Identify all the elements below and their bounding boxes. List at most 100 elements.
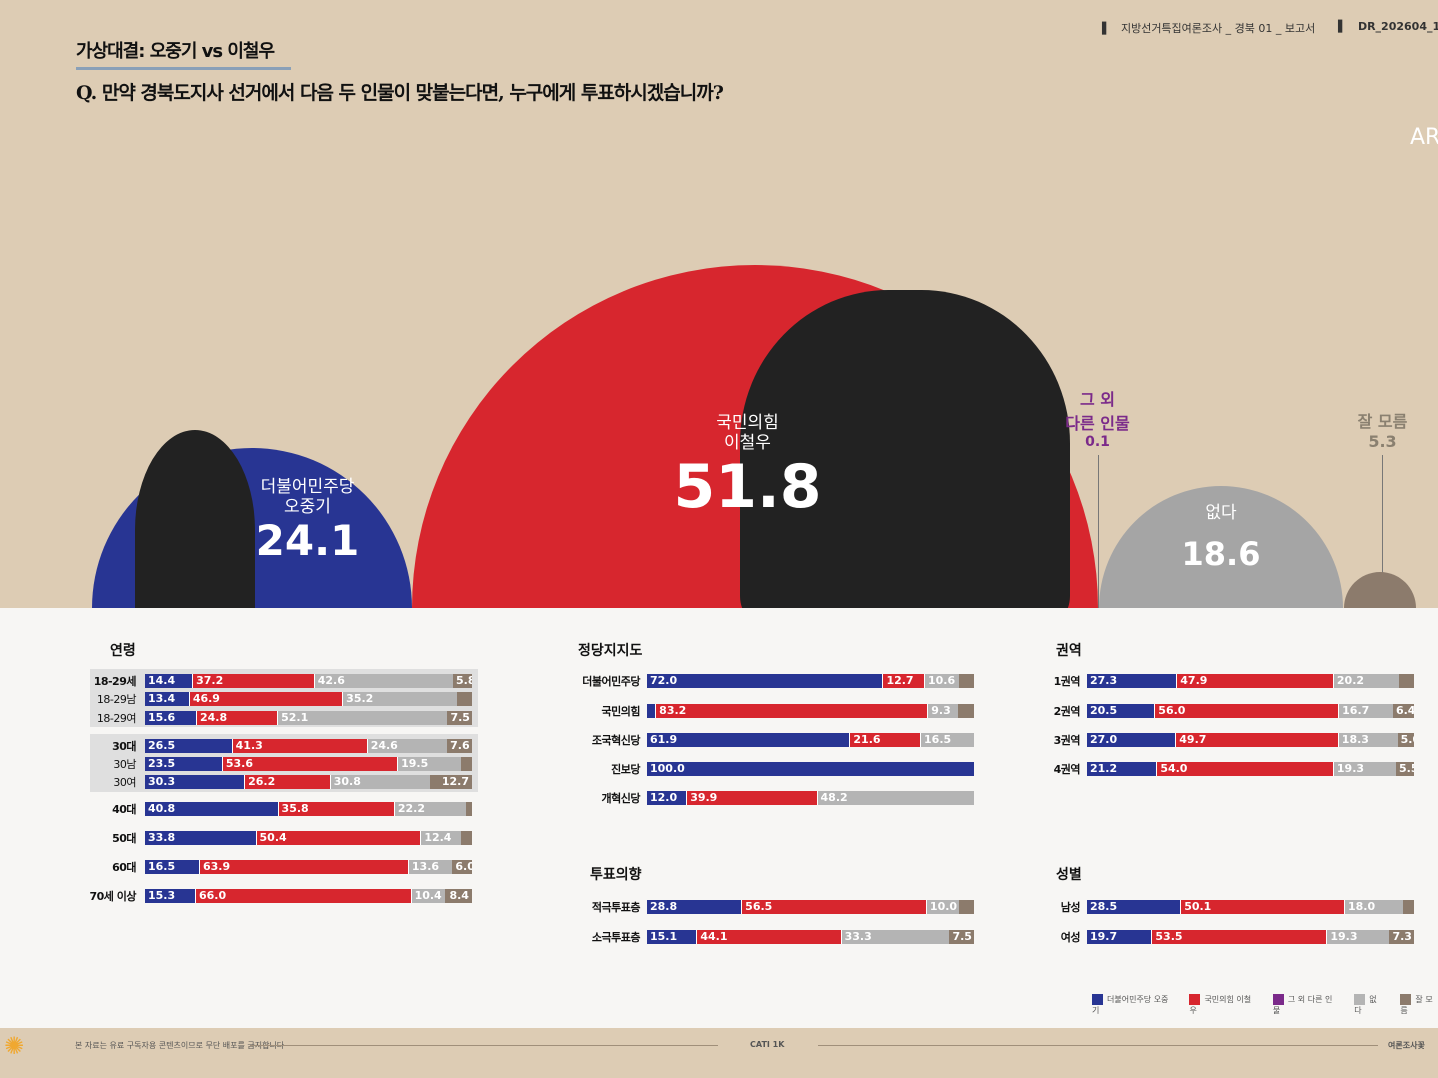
footer: ✺ 본 자료는 유료 구독자용 콘텐츠이므로 무단 배포를 금지합니다 CATI… bbox=[0, 1028, 1438, 1078]
lee-segment: 50.1 bbox=[1180, 900, 1344, 914]
dk-segment bbox=[1398, 674, 1414, 688]
oh-segment: 20.5 bbox=[1087, 704, 1155, 718]
none-segment: 19.3 bbox=[1326, 930, 1390, 944]
dk-segment: 5.5 bbox=[1396, 762, 1414, 776]
stacked-bar: 15.1 44.1 33.3 7.5 bbox=[647, 930, 974, 944]
oh-segment: 40.8 bbox=[145, 802, 278, 816]
dk-segment bbox=[958, 674, 974, 688]
stacked-bar: 15.6 24.8 52.1 7.5 bbox=[145, 711, 472, 725]
none-segment: 18.0 bbox=[1344, 900, 1403, 914]
dk-segment bbox=[460, 757, 472, 771]
stacked-bar: 23.5 53.6 19.5 bbox=[145, 757, 472, 771]
brand-name: 여론조사꽃 bbox=[1388, 1041, 1425, 1050]
lee-segment: 66.0 bbox=[194, 889, 411, 903]
lee-segment: 49.7 bbox=[1175, 733, 1338, 747]
row-label: 30여 bbox=[113, 776, 136, 789]
stacked-bar: 40.8 35.8 22.2 bbox=[145, 802, 472, 816]
oh-segment: 26.5 bbox=[145, 739, 232, 753]
stacked-bar: 14.4 37.2 42.6 5.8 bbox=[145, 674, 472, 688]
oh-segment: 72.0 bbox=[647, 674, 883, 688]
oh-segment: 12.0 bbox=[647, 791, 687, 805]
candidate-photo-lee bbox=[740, 290, 1070, 608]
stacked-bar: 27.3 47.9 20.2 bbox=[1087, 674, 1414, 688]
oh-segment: 15.1 bbox=[647, 930, 697, 944]
dk-segment: 7.6 bbox=[447, 739, 472, 753]
other-label: 그 외 다른 인물 0.1 bbox=[1065, 390, 1130, 450]
oh-segment: 33.8 bbox=[145, 831, 256, 845]
red-label: 국민의힘 이철우 51.8 bbox=[673, 413, 822, 523]
blue-label: 더불어민주당 오중기 24.1 bbox=[255, 477, 360, 566]
stacked-bar: 15.3 66.0 10.4 8.4 bbox=[145, 889, 472, 903]
stacked-bar: 83.2 9.3 bbox=[647, 704, 974, 718]
section-title: 권역 bbox=[1056, 643, 1082, 659]
legend-item: 그 외 다른 인물 bbox=[1272, 994, 1333, 1015]
stacked-bar: 16.5 63.9 13.6 6.0 bbox=[145, 860, 472, 874]
stacked-bar: 13.4 46.9 35.2 bbox=[145, 692, 472, 706]
oh-segment: 14.4 bbox=[145, 674, 193, 688]
lee-segment: 39.9 bbox=[686, 791, 817, 805]
row-label: 30남 bbox=[113, 758, 136, 771]
section-title: 성별 bbox=[1056, 867, 1082, 883]
oh-segment: 13.4 bbox=[145, 692, 189, 706]
oh-segment: 15.6 bbox=[145, 711, 196, 725]
none-segment: 22.2 bbox=[393, 802, 466, 816]
dk-segment bbox=[1402, 900, 1414, 914]
dk-segment bbox=[957, 704, 974, 718]
row-label: 18-29세 bbox=[93, 675, 137, 688]
legend-item: 국민의힘 이철우 bbox=[1189, 994, 1252, 1015]
none-segment: 19.3 bbox=[1332, 762, 1396, 776]
dk-segment: 8.4 bbox=[444, 889, 472, 903]
lee-segment: 41.3 bbox=[231, 739, 367, 753]
section-title: 투표의향 bbox=[590, 867, 642, 883]
copyright-notice: 본 자료는 유료 구독자용 콘텐츠이므로 무단 배포를 금지합니다 bbox=[75, 1041, 285, 1050]
oh-segment: 19.7 bbox=[1087, 930, 1152, 944]
stacked-bar: 28.5 50.1 18.0 bbox=[1087, 900, 1414, 914]
row-label: 30대 bbox=[112, 740, 136, 753]
lee-segment: 56.5 bbox=[741, 900, 926, 914]
none-segment: 12.4 bbox=[420, 831, 461, 845]
lee-segment: 63.9 bbox=[198, 860, 408, 874]
lee-segment: 21.6 bbox=[849, 733, 921, 747]
dk-segment bbox=[466, 802, 472, 816]
lee-segment: 44.1 bbox=[696, 930, 841, 944]
section-title: 정당지지도 bbox=[578, 643, 643, 659]
legend: 더불어민주당 오중기 국민의힘 이철우 그 외 다른 인물 없다 잘 모름 bbox=[1092, 994, 1438, 1016]
footer-divider bbox=[250, 1045, 718, 1046]
oh-segment: 23.5 bbox=[145, 757, 222, 771]
lee-segment: 54.0 bbox=[1156, 762, 1333, 776]
none-segment: 42.6 bbox=[313, 674, 454, 688]
row-label: 더불어민주당 bbox=[582, 675, 640, 688]
oh-segment: 21.2 bbox=[1087, 762, 1157, 776]
row-label: 18-29여 bbox=[96, 712, 137, 725]
row-label: 4권역 bbox=[1053, 763, 1081, 776]
none-segment: 52.1 bbox=[277, 711, 448, 725]
report-code: ▌ DR_202604_12 bbox=[1338, 20, 1438, 33]
row-label: 40대 bbox=[112, 803, 136, 816]
stacked-bar: 26.5 41.3 24.6 7.6 bbox=[145, 739, 472, 753]
dk-leader-line bbox=[1382, 455, 1383, 575]
row-label: 적극투표층 bbox=[591, 901, 641, 914]
none-segment: 9.3 bbox=[927, 704, 958, 718]
stacked-bar: 19.7 53.5 19.3 7.3 bbox=[1087, 930, 1414, 944]
dk-segment: 7.5 bbox=[447, 711, 472, 725]
dk-segment: 7.3 bbox=[1389, 930, 1414, 944]
lee-segment: 46.9 bbox=[188, 692, 343, 706]
title-underline bbox=[76, 67, 291, 70]
stacked-bar: 33.8 50.4 12.4 bbox=[145, 831, 472, 845]
oh-segment: 30.3 bbox=[145, 775, 245, 789]
row-label: 18-29남 bbox=[96, 693, 137, 706]
row-label: 50대 bbox=[112, 832, 136, 845]
oh-segment: 27.0 bbox=[1087, 733, 1176, 747]
none-segment: 18.3 bbox=[1337, 733, 1398, 747]
stacked-bar: 100.0 bbox=[647, 762, 974, 776]
none-segment: 19.5 bbox=[397, 757, 461, 771]
lee-segment: 35.8 bbox=[277, 802, 394, 816]
none-segment: 33.3 bbox=[840, 930, 950, 944]
stacked-bar: 20.5 56.0 16.7 6.4 bbox=[1087, 704, 1414, 718]
none-segment: 10.4 bbox=[410, 889, 445, 903]
none-segment: 24.6 bbox=[366, 739, 448, 753]
lee-segment: 24.8 bbox=[196, 711, 278, 725]
stacked-bar: 61.9 21.6 16.5 bbox=[647, 733, 974, 747]
none-segment: 30.8 bbox=[329, 775, 431, 789]
dk-semicircle bbox=[1344, 572, 1416, 608]
